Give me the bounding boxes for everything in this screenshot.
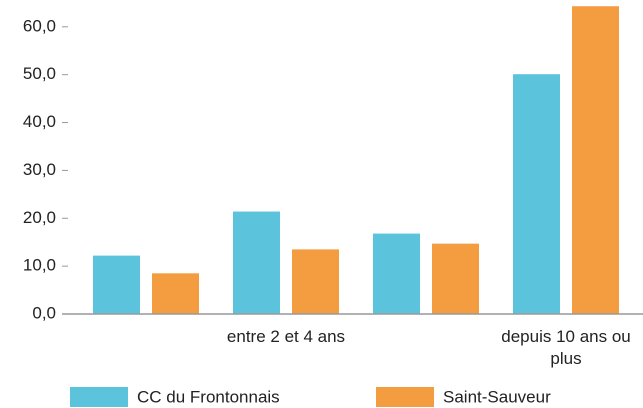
y-tick-label: 0,0 — [32, 303, 56, 322]
y-tick-label: 10,0 — [23, 256, 56, 275]
legend-label: Saint-Sauveur — [443, 387, 551, 406]
y-tick-label: 20,0 — [23, 208, 56, 227]
legend-swatch — [376, 387, 434, 407]
bar — [93, 255, 140, 314]
y-tick-label: 50,0 — [23, 64, 56, 83]
y-tick-label: 60,0 — [23, 16, 56, 35]
y-tick-label: 40,0 — [23, 112, 56, 131]
bar — [233, 211, 280, 314]
bar — [373, 233, 420, 314]
x-tick-label: entre 2 et 4 ans — [226, 327, 346, 346]
bar — [513, 74, 560, 314]
bar — [572, 6, 619, 314]
x-tick-label: depuis 10 ans ou plus — [501, 327, 631, 368]
legend-label: CC du Frontonnais — [137, 387, 280, 406]
y-tick-label: 30,0 — [23, 160, 56, 179]
legend-swatch — [70, 387, 128, 407]
bar — [292, 249, 339, 314]
bar — [152, 273, 199, 314]
bar — [432, 243, 479, 314]
